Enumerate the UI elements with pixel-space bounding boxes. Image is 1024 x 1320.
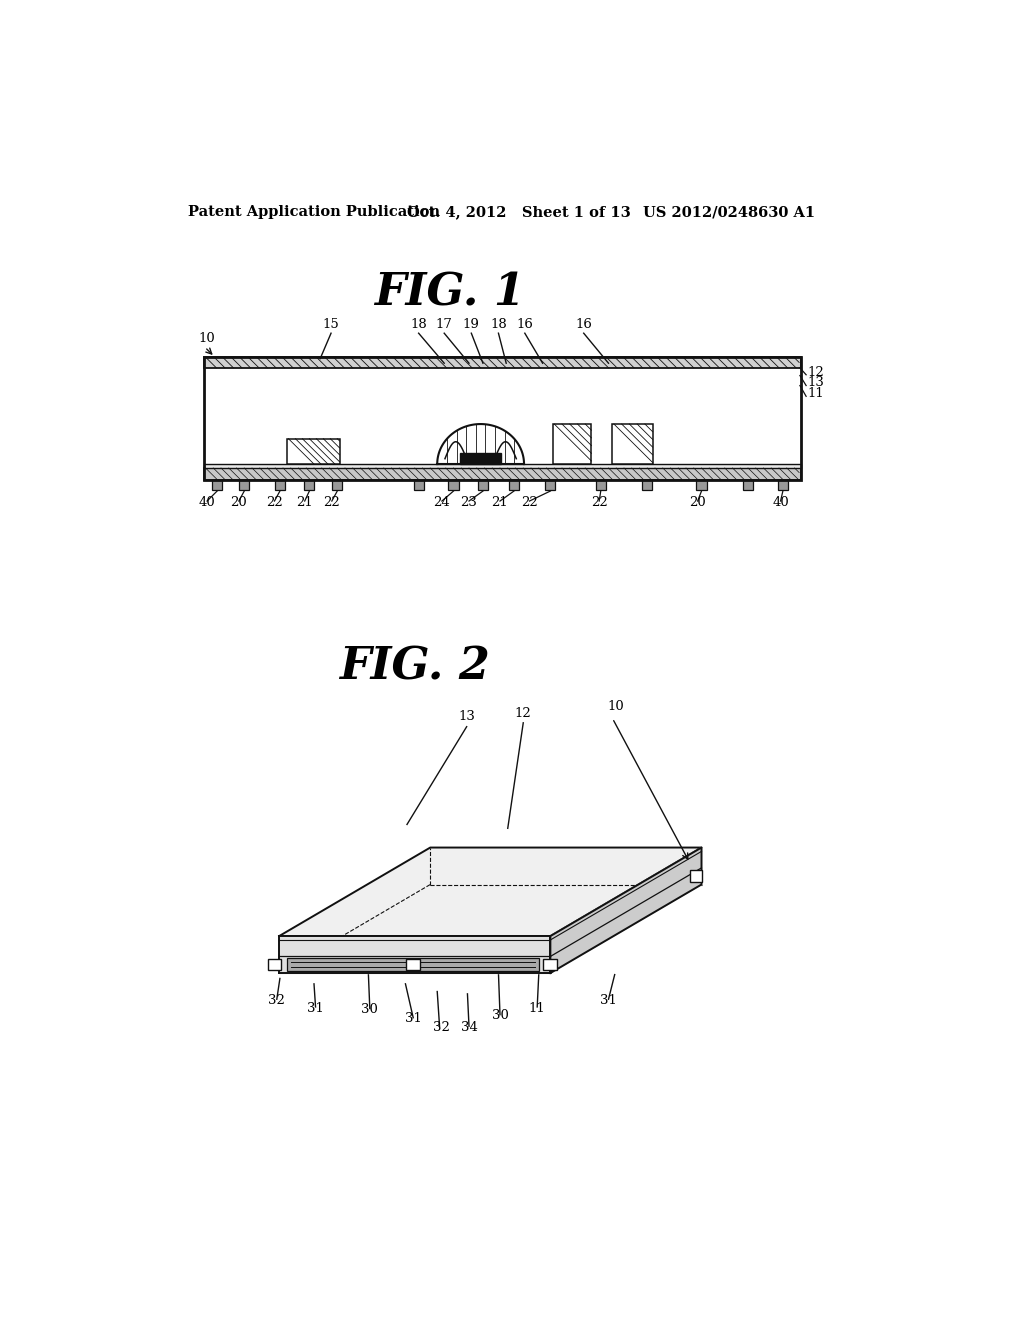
Text: 21: 21 <box>296 496 313 510</box>
Bar <box>478 480 488 490</box>
Text: 40: 40 <box>199 496 215 510</box>
Bar <box>696 480 707 490</box>
Bar <box>304 480 314 490</box>
Bar <box>267 958 282 970</box>
Bar <box>332 480 342 490</box>
Bar <box>274 480 285 490</box>
Bar <box>204 358 801 480</box>
Text: 16: 16 <box>575 318 592 331</box>
Text: 30: 30 <box>492 1010 509 1022</box>
Bar <box>509 480 519 490</box>
Bar <box>414 480 424 490</box>
Text: Oct. 4, 2012   Sheet 1 of 13: Oct. 4, 2012 Sheet 1 of 13 <box>407 206 631 219</box>
Bar <box>240 480 249 490</box>
Bar <box>544 958 557 970</box>
Polygon shape <box>280 936 550 973</box>
Text: 40: 40 <box>772 496 788 510</box>
Text: 11: 11 <box>528 1002 546 1015</box>
Text: 13: 13 <box>458 710 475 723</box>
Text: 18: 18 <box>411 318 427 331</box>
Text: 15: 15 <box>323 318 339 331</box>
Text: FIG. 1: FIG. 1 <box>374 272 525 314</box>
Text: FIG. 2: FIG. 2 <box>339 645 490 688</box>
Text: 12: 12 <box>808 366 824 379</box>
Text: 13: 13 <box>808 376 824 389</box>
Text: 17: 17 <box>436 318 453 331</box>
Bar <box>287 958 539 970</box>
Bar <box>212 480 222 490</box>
Text: 21: 21 <box>492 496 508 510</box>
Bar <box>778 480 787 490</box>
Text: 34: 34 <box>461 1020 477 1034</box>
Bar <box>596 480 606 490</box>
Text: Patent Application Publication: Patent Application Publication <box>188 206 440 219</box>
Bar <box>461 453 501 465</box>
Text: 24: 24 <box>433 496 451 510</box>
Text: 31: 31 <box>404 1012 422 1026</box>
Text: 32: 32 <box>268 994 286 1007</box>
Text: US 2012/0248630 A1: US 2012/0248630 A1 <box>643 206 815 219</box>
Bar <box>204 465 801 469</box>
Text: 18: 18 <box>490 318 507 331</box>
Text: 20: 20 <box>230 496 247 510</box>
Text: 22: 22 <box>591 496 607 510</box>
Text: 30: 30 <box>361 1003 378 1016</box>
Text: 31: 31 <box>600 994 616 1007</box>
Bar <box>553 424 592 465</box>
Text: 22: 22 <box>521 496 538 510</box>
Bar <box>287 438 340 465</box>
Bar <box>612 424 652 465</box>
Text: 22: 22 <box>266 496 283 510</box>
Bar <box>642 480 652 490</box>
Bar <box>546 480 555 490</box>
Text: 20: 20 <box>689 496 706 510</box>
Bar <box>743 480 753 490</box>
Text: 10: 10 <box>608 701 625 714</box>
Text: 31: 31 <box>307 1002 324 1015</box>
Bar <box>690 870 702 882</box>
Text: 22: 22 <box>324 496 340 510</box>
Text: 10: 10 <box>199 331 215 345</box>
Bar <box>406 958 420 970</box>
Text: 19: 19 <box>463 318 480 331</box>
Polygon shape <box>280 847 701 936</box>
Bar <box>204 358 801 368</box>
Bar <box>204 469 801 480</box>
Text: 23: 23 <box>461 496 477 510</box>
Text: 16: 16 <box>516 318 534 331</box>
Text: 12: 12 <box>515 708 531 721</box>
Polygon shape <box>550 847 701 973</box>
Text: 32: 32 <box>433 1020 450 1034</box>
Bar <box>449 480 459 490</box>
Text: 11: 11 <box>808 387 824 400</box>
